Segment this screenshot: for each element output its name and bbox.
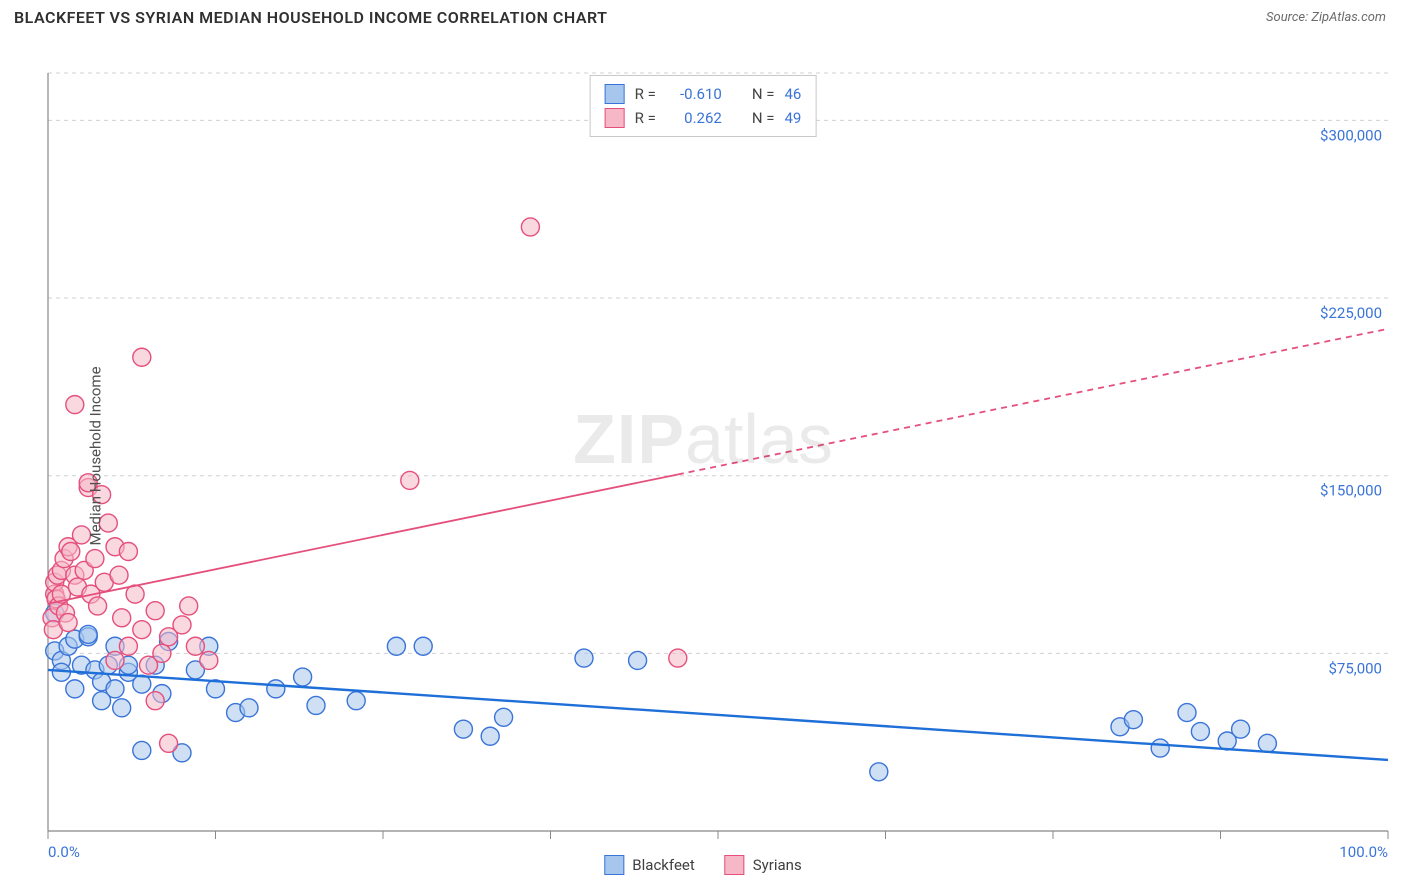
legend-swatch <box>605 84 625 104</box>
data-point <box>1124 711 1142 729</box>
trend-line <box>48 474 678 603</box>
data-point <box>240 699 258 717</box>
r-label: R = <box>635 82 656 106</box>
legend-row: R = -0.610 N = 46 <box>605 82 802 106</box>
legend-item: Syrians <box>725 855 802 875</box>
data-point <box>454 720 472 738</box>
r-value: 0.262 <box>666 106 722 130</box>
data-point <box>294 668 312 686</box>
data-point <box>414 637 432 655</box>
data-point <box>521 218 539 236</box>
y-tick-label: $300,000 <box>1320 126 1382 144</box>
n-value: 46 <box>784 82 801 106</box>
y-axis-label: Median Household Income <box>87 366 105 545</box>
data-point <box>495 708 513 726</box>
data-point <box>1151 739 1169 757</box>
data-point <box>146 692 164 710</box>
y-tick-label: $150,000 <box>1320 482 1382 500</box>
data-point <box>133 348 151 366</box>
data-point <box>66 680 84 698</box>
n-value: 49 <box>784 106 801 130</box>
data-point <box>86 550 104 568</box>
chart-title: BLACKFEET VS SYRIAN MEDIAN HOUSEHOLD INC… <box>14 8 608 27</box>
data-point <box>669 649 687 667</box>
legend-label: Syrians <box>753 856 802 874</box>
trend-line-extrapolated <box>678 329 1388 475</box>
data-point <box>200 651 218 669</box>
data-point <box>186 637 204 655</box>
x-tick-label: 100.0% <box>1339 843 1388 861</box>
data-point <box>575 649 593 667</box>
data-point <box>133 741 151 759</box>
data-point <box>401 471 419 489</box>
legend-item: Blackfeet <box>604 855 694 875</box>
data-point <box>180 597 198 615</box>
legend-swatch <box>725 855 745 875</box>
data-point <box>113 609 131 627</box>
data-point <box>113 699 131 717</box>
source-label: Source: ZipAtlas.com <box>1266 10 1386 25</box>
data-point <box>387 637 405 655</box>
data-point <box>59 614 77 632</box>
data-point <box>307 696 325 714</box>
data-point <box>1258 734 1276 752</box>
data-point <box>629 651 647 669</box>
data-point <box>1178 704 1196 722</box>
data-point <box>1191 723 1209 741</box>
legend-label: Blackfeet <box>632 856 694 874</box>
data-point <box>160 734 178 752</box>
x-tick-label: 0.0% <box>48 843 80 861</box>
y-tick-label: $75,000 <box>1328 659 1382 677</box>
data-point <box>1232 720 1250 738</box>
data-point <box>62 542 80 560</box>
r-label: R = <box>635 106 656 130</box>
data-point <box>870 763 888 781</box>
legend-swatch <box>605 108 625 128</box>
data-point <box>267 680 285 698</box>
scatter-plot: $75,000 $150,000 $225,000 $300,000 0.0% 100.0… <box>0 31 1406 871</box>
data-point <box>119 637 137 655</box>
n-label: N = <box>752 82 775 106</box>
data-point <box>110 566 128 584</box>
data-point <box>119 542 137 560</box>
header: BLACKFEET VS SYRIAN MEDIAN HOUSEHOLD INC… <box>0 0 1406 31</box>
series-legend: Blackfeet Syrians <box>604 855 801 875</box>
data-point <box>106 680 124 698</box>
data-point <box>153 644 171 662</box>
data-point <box>66 396 84 414</box>
data-point <box>173 616 191 634</box>
data-point <box>89 597 107 615</box>
chart-area: Median Household Income $75,000$150,000$… <box>0 31 1406 881</box>
data-point <box>79 625 97 643</box>
legend-row: R = 0.262 N = 49 <box>605 106 802 130</box>
data-point <box>481 727 499 745</box>
correlation-legend: R = -0.610 N = 46 R = 0.262 N = 49 <box>590 75 817 137</box>
n-label: N = <box>752 106 775 130</box>
data-point <box>347 692 365 710</box>
y-tick-label: $225,000 <box>1320 304 1382 322</box>
legend-swatch <box>604 855 624 875</box>
data-point <box>146 602 164 620</box>
data-point <box>133 621 151 639</box>
r-value: -0.610 <box>666 82 722 106</box>
data-point <box>106 651 124 669</box>
